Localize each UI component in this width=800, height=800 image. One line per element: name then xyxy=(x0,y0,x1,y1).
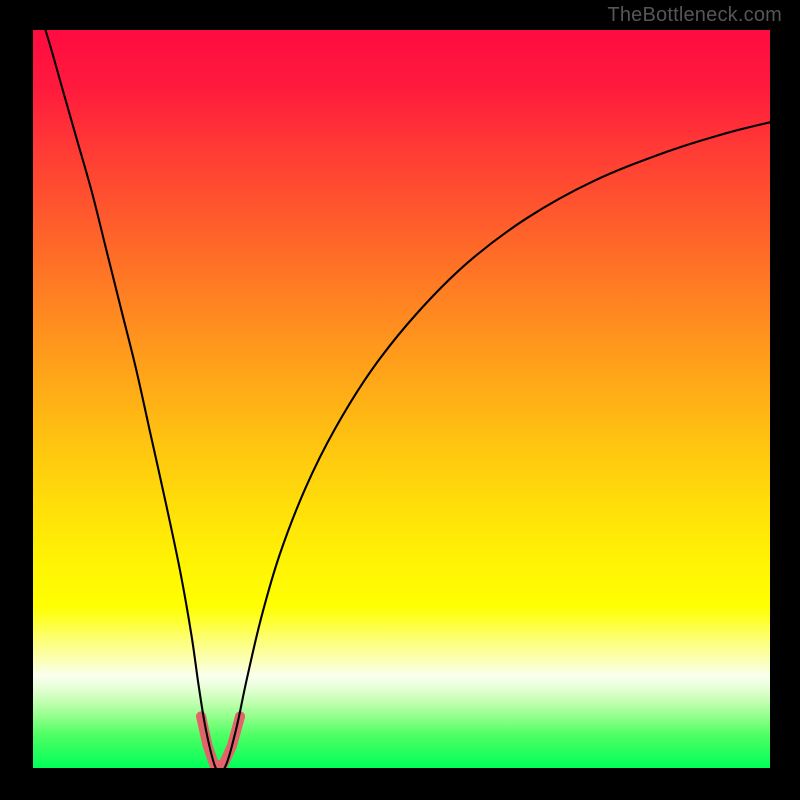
watermark-text: TheBottleneck.com xyxy=(607,4,782,27)
chart-frame: { "canvas": { "width": 800, "height": 80… xyxy=(0,0,800,800)
bottleneck-curve-chart xyxy=(0,0,800,800)
